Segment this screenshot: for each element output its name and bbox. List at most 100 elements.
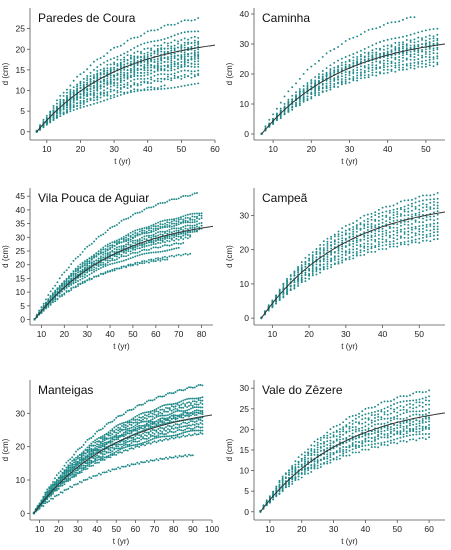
data-point — [418, 237, 421, 240]
data-point — [166, 424, 169, 427]
data-point — [188, 408, 190, 411]
data-point — [106, 261, 109, 264]
data-point — [130, 444, 133, 447]
data-point — [386, 55, 389, 58]
data-point — [101, 440, 104, 443]
data-point — [47, 298, 50, 301]
data-point — [117, 438, 120, 441]
data-point — [168, 199, 171, 202]
data-point — [363, 249, 366, 252]
data-point — [173, 227, 176, 230]
data-point — [429, 201, 432, 204]
data-point — [117, 426, 120, 429]
data-point — [62, 108, 65, 111]
data-point — [133, 75, 136, 78]
data-point — [99, 93, 102, 96]
data-point — [157, 202, 160, 205]
data-point — [69, 458, 72, 461]
x-axis-label: t (yr) — [113, 342, 130, 351]
data-point — [83, 276, 86, 279]
data-point — [165, 410, 167, 413]
data-point — [82, 94, 85, 97]
data-point — [113, 431, 116, 434]
data-point — [145, 252, 148, 255]
data-point — [78, 462, 81, 465]
data-point — [337, 65, 339, 67]
data-point — [429, 208, 432, 210]
data-point — [111, 446, 114, 449]
data-point — [113, 68, 116, 71]
data-point — [70, 289, 73, 291]
data-point — [180, 432, 183, 435]
data-point — [96, 77, 99, 80]
data-point — [138, 440, 141, 443]
data-point — [360, 65, 362, 68]
data-point — [173, 222, 176, 225]
data-point — [405, 17, 408, 20]
data-point — [381, 214, 384, 217]
data-point — [159, 227, 162, 230]
data-point — [344, 78, 347, 81]
data-point — [159, 239, 162, 242]
data-point — [150, 241, 153, 244]
data-point — [352, 52, 355, 55]
data-point — [86, 438, 89, 441]
data-point — [141, 231, 144, 234]
data-point — [172, 392, 175, 395]
data-point — [126, 50, 129, 53]
data-point — [150, 29, 153, 32]
data-point — [172, 408, 175, 411]
data-point — [333, 255, 336, 258]
data-point — [399, 200, 402, 203]
data-point — [177, 197, 180, 200]
data-point — [176, 408, 179, 411]
data-point — [115, 436, 118, 439]
x-tick-label: 60 — [151, 329, 161, 339]
data-point — [414, 206, 417, 208]
data-point — [199, 383, 202, 386]
data-point — [161, 412, 164, 415]
y-tick-label: 0 — [244, 129, 249, 139]
data-point — [405, 63, 408, 65]
data-point — [187, 41, 190, 44]
data-point — [193, 397, 196, 400]
data-point — [370, 236, 373, 239]
data-point — [127, 239, 130, 242]
data-point — [199, 412, 202, 415]
data-point — [49, 111, 52, 114]
data-point — [101, 435, 104, 437]
data-point — [268, 125, 271, 128]
data-point — [72, 93, 75, 96]
data-point — [102, 233, 105, 236]
data-point — [106, 83, 109, 86]
data-point — [189, 224, 192, 227]
data-point — [405, 53, 408, 56]
data-point — [168, 230, 171, 233]
data-point — [177, 42, 179, 45]
data-point — [321, 76, 324, 79]
data-point — [82, 479, 85, 482]
data-point — [410, 236, 413, 239]
data-point — [146, 71, 149, 74]
data-point — [142, 436, 144, 438]
data-point — [298, 100, 301, 103]
data-point — [86, 79, 89, 82]
data-point — [421, 50, 424, 53]
data-point — [71, 473, 74, 476]
data-point — [143, 74, 146, 77]
data-point — [268, 118, 271, 121]
data-point — [180, 46, 183, 49]
data-point — [348, 256, 351, 259]
data-point — [149, 420, 152, 423]
data-point — [163, 47, 166, 50]
data-point — [177, 71, 179, 74]
data-point — [390, 68, 393, 71]
data-point — [159, 439, 162, 441]
data-point — [344, 71, 347, 74]
data-point — [168, 403, 171, 406]
data-point — [88, 244, 91, 247]
data-point — [136, 251, 139, 254]
data-point — [103, 82, 105, 85]
data-point — [409, 62, 412, 65]
data-point — [379, 72, 382, 75]
